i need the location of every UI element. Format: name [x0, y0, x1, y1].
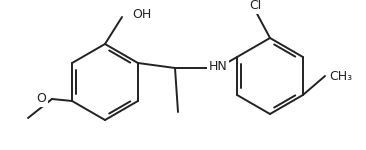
Text: OH: OH [132, 9, 151, 21]
Text: O: O [36, 93, 46, 105]
Text: Cl: Cl [249, 0, 261, 12]
Text: CH₃: CH₃ [329, 69, 352, 82]
Text: HN: HN [209, 60, 227, 72]
